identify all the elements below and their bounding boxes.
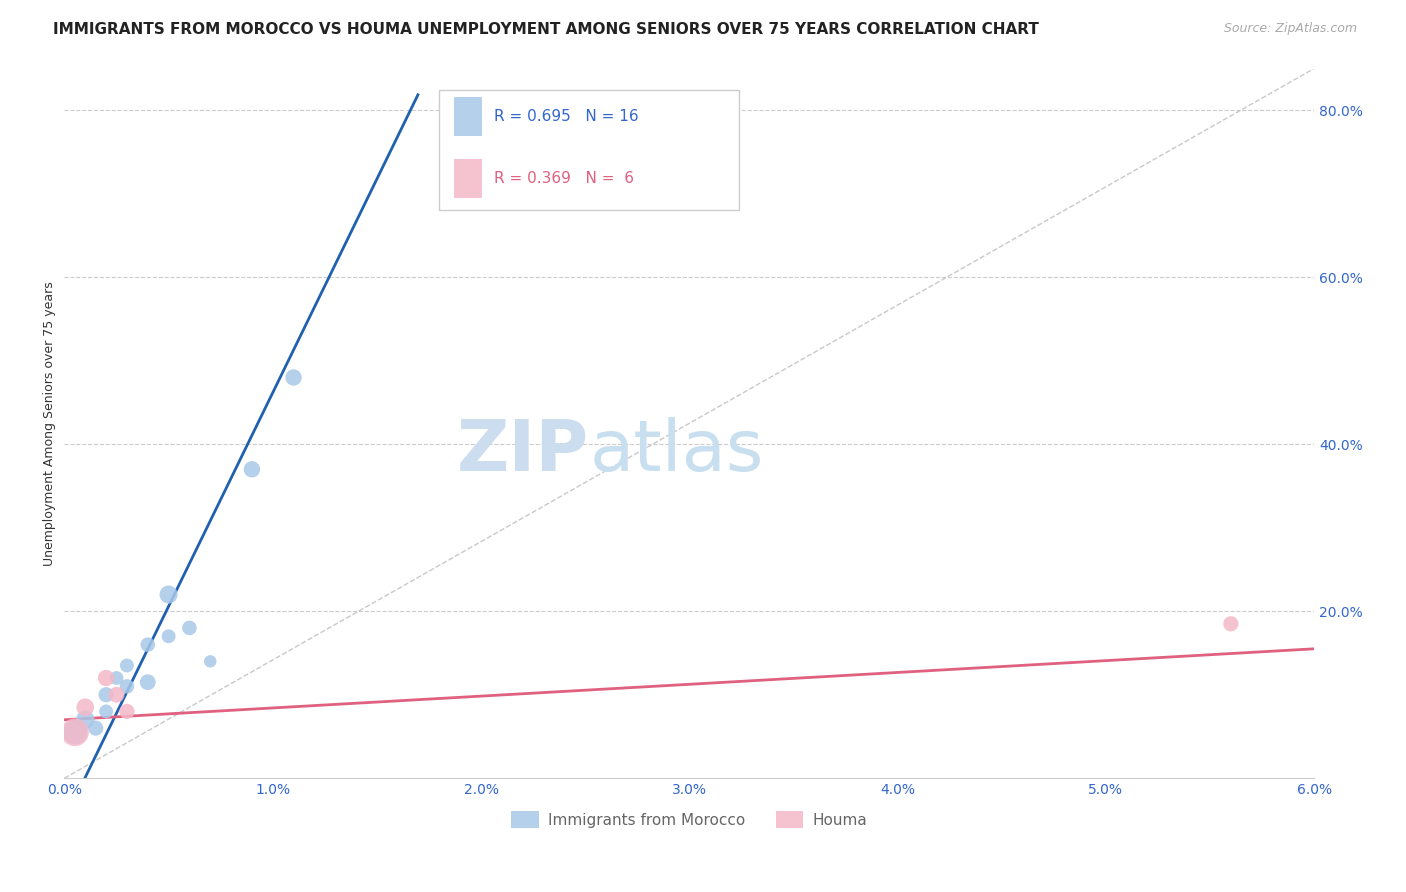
Point (63, 725, 86, 739)
Text: atlas: atlas (589, 417, 763, 486)
Point (105, 688, 128, 702)
Text: ZIP: ZIP (457, 417, 589, 486)
Point (200, 654, 222, 668)
Point (94, 705, 117, 719)
Legend: Immigrants from Morocco, Houma: Immigrants from Morocco, Houma (505, 805, 873, 834)
Point (136, 675, 159, 690)
Point (136, 638, 159, 652)
Text: Source: ZipAtlas.com: Source: ZipAtlas.com (1223, 22, 1357, 36)
FancyBboxPatch shape (454, 159, 482, 198)
Point (115, 679, 138, 693)
Point (94, 688, 117, 702)
Point (115, 705, 138, 719)
Point (283, 370, 305, 384)
Text: IMMIGRANTS FROM MOROCCO VS HOUMA UNEMPLOYMENT AMONG SENIORS OVER 75 YEARS CORREL: IMMIGRANTS FROM MOROCCO VS HOUMA UNEMPLO… (53, 22, 1039, 37)
Point (84, 721, 107, 735)
Point (157, 588, 180, 602)
Point (63, 725, 86, 739)
Text: R = 0.369   N =  6: R = 0.369 N = 6 (495, 171, 634, 186)
Point (115, 658, 138, 673)
FancyBboxPatch shape (439, 90, 740, 211)
Point (75, 700, 97, 714)
Point (75, 713, 97, 727)
FancyBboxPatch shape (454, 97, 482, 136)
Text: R = 0.695   N = 16: R = 0.695 N = 16 (495, 110, 638, 124)
Y-axis label: Unemployment Among Seniors over 75 years: Unemployment Among Seniors over 75 years (44, 281, 56, 566)
Point (94, 671, 117, 685)
Point (157, 629, 180, 643)
Point (240, 462, 263, 476)
Point (105, 671, 128, 685)
Point (179, 621, 201, 635)
Point (1219, 616, 1241, 631)
